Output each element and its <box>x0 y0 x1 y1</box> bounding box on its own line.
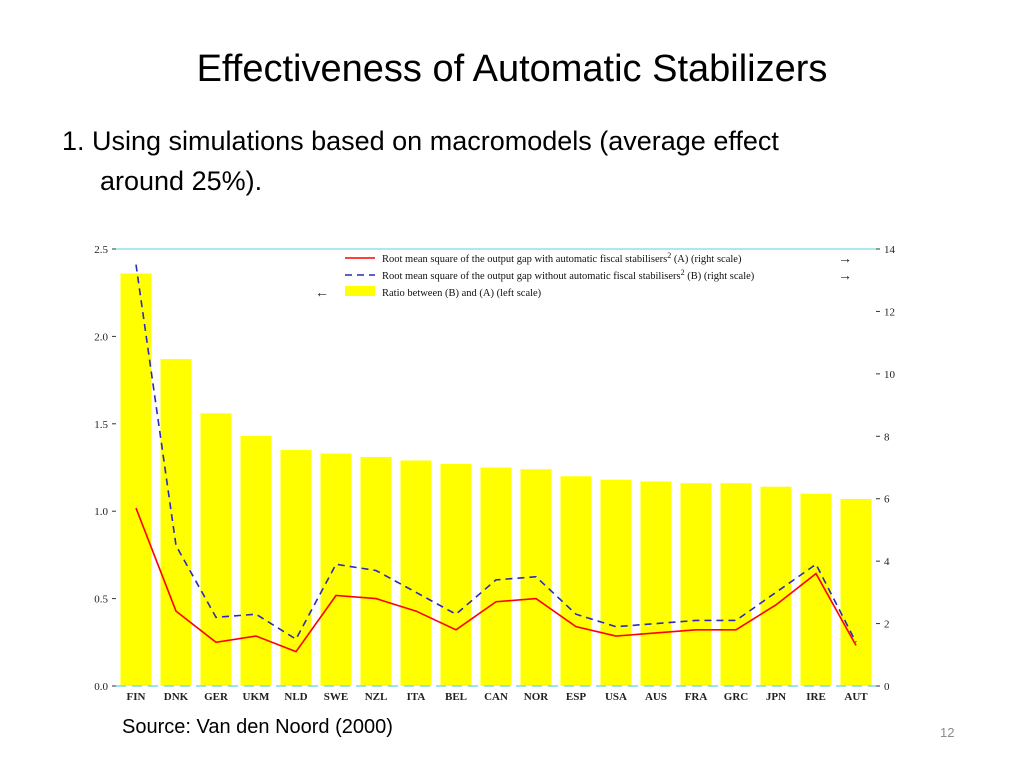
bar-ire <box>800 493 832 686</box>
source-note: Source: Van den Noord (2000) <box>122 716 393 738</box>
x-tick-label-nor: NOR <box>524 691 550 703</box>
legend-text: Root mean square of the output gap with … <box>382 254 667 265</box>
series-line-with-stabilisers <box>135 507 857 653</box>
x-tick-label-fra: FRA <box>685 691 708 703</box>
legend-label-3: Ratio between (B) and (A) (left scale) <box>382 288 542 299</box>
left-tick-label: 0.5 <box>94 594 108 606</box>
bar-ukm <box>240 436 272 686</box>
right-tick-label: 10 <box>884 369 896 381</box>
right-tick-label: 4 <box>884 556 890 568</box>
x-tick-label-fin: FIN <box>127 691 146 703</box>
x-tick-label-esp: ESP <box>566 691 586 703</box>
right-arrow-icon: → <box>838 269 852 284</box>
bar-aus <box>640 481 672 686</box>
bar-nor <box>520 469 552 686</box>
legend-key-yellow-box <box>345 286 375 296</box>
x-tick-label-nzl: NZL <box>365 691 388 703</box>
x-tick-label-usa: USA <box>605 691 627 703</box>
right-arrow-icon: → <box>838 252 852 267</box>
bar-can <box>480 467 512 686</box>
bar-fin <box>120 273 152 686</box>
x-tick-label-ita: ITA <box>407 691 426 703</box>
bar-fra <box>680 483 712 686</box>
bullet-line-1: 1. Using simulations based on macromodel… <box>62 126 779 156</box>
left-tick-label: 1.0 <box>94 506 108 518</box>
right-tick-label: 0 <box>884 681 890 693</box>
bar-aut <box>840 498 872 686</box>
right-tick-label: 14 <box>884 244 896 256</box>
right-tick-label: 6 <box>884 494 890 506</box>
bar-nld <box>280 450 312 686</box>
series-line-without-stabilisers <box>135 264 857 643</box>
right-tick-label: 2 <box>884 619 890 631</box>
bullet-text: 1. Using simulations based on macromodel… <box>62 121 962 201</box>
left-tick-label: 0.0 <box>94 681 108 693</box>
bar-esp <box>560 476 592 686</box>
bar-grc <box>720 483 752 686</box>
legend-label-1: Root mean square of the output gap with … <box>382 251 742 265</box>
bar-jpn <box>760 486 792 686</box>
bar-swe <box>320 453 352 686</box>
legend-footnote-mark: 2 <box>681 268 685 277</box>
bar-dnk <box>160 359 192 686</box>
right-tick-label: 8 <box>884 431 890 443</box>
x-tick-label-bel: BEL <box>445 691 467 703</box>
legend-label-2: Root mean square of the output gap witho… <box>382 268 755 282</box>
right-tick-label: 12 <box>884 306 895 318</box>
legend-text: Ratio between (B) and (A) (left scale) <box>382 288 542 299</box>
left-arrow-icon: ← <box>315 286 329 301</box>
legend-text: Root mean square of the output gap witho… <box>382 271 681 282</box>
x-tick-label-can: CAN <box>484 691 508 703</box>
left-tick-label: 2.5 <box>94 244 108 256</box>
bar-ger <box>200 413 232 686</box>
left-tick-label: 2.0 <box>94 331 108 343</box>
legend-suffix: (B) (right scale) <box>685 271 755 282</box>
x-tick-label-ger: GER <box>204 691 229 703</box>
bar-ita <box>400 460 432 686</box>
x-tick-label-ire: IRE <box>806 691 826 703</box>
legend-footnote-mark: 2 <box>667 251 671 260</box>
bullet-line-2: around 25%). <box>100 166 263 196</box>
x-tick-label-nld: NLD <box>284 691 307 703</box>
bar-nzl <box>360 457 392 686</box>
x-tick-label-aus: AUS <box>645 691 667 703</box>
x-tick-label-swe: SWE <box>324 691 348 703</box>
x-tick-label-ukm: UKM <box>243 691 271 703</box>
x-tick-label-jpn: JPN <box>766 691 786 703</box>
slide-title: Effectiveness of Automatic Stabilizers <box>196 48 828 90</box>
legend-suffix: (A) (right scale) <box>671 254 742 265</box>
bar-usa <box>600 479 632 686</box>
x-tick-label-aut: AUT <box>844 691 868 703</box>
x-tick-label-grc: GRC <box>724 691 749 703</box>
bar-bel <box>440 464 472 686</box>
left-tick-label: 1.5 <box>94 419 108 431</box>
x-tick-label-dnk: DNK <box>164 691 189 703</box>
page-number: 12 <box>940 725 955 740</box>
